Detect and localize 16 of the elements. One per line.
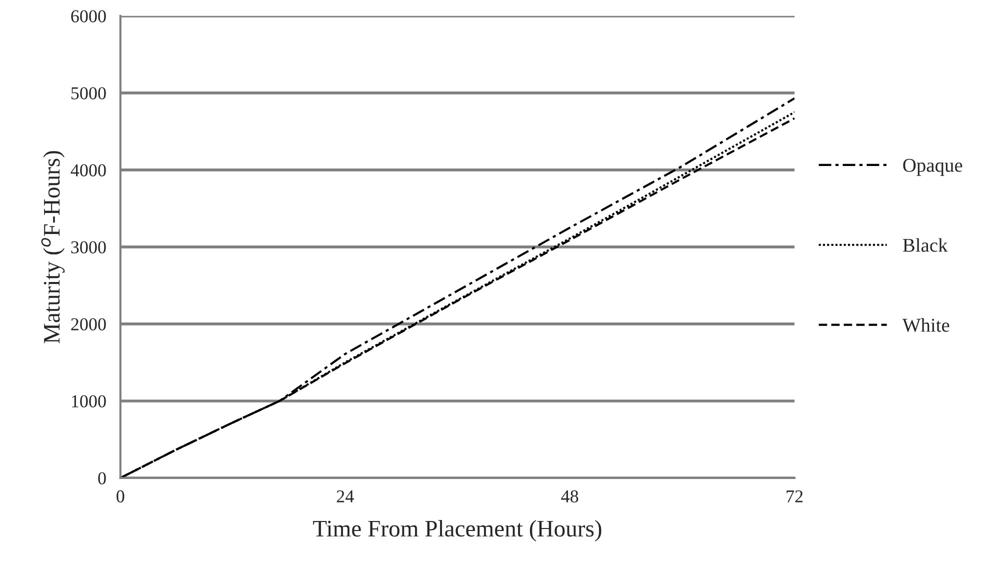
y-tick-label: 0	[98, 472, 106, 484]
x-axis-title: Time From Placement (Hours)	[313, 520, 602, 542]
y-tick-label: 1000	[72, 395, 106, 408]
x-tick-label: 0	[116, 490, 124, 502]
y-tick-label: 2000	[71, 318, 106, 330]
y-tick-label: 3000	[71, 241, 106, 254]
y-tick-label: 5000	[71, 87, 106, 100]
legend-label: White	[902, 318, 950, 332]
legend-label: Black	[902, 238, 948, 252]
legend-label: Opaque	[903, 158, 962, 176]
y-tick-label: 4000	[70, 164, 106, 176]
y-axis-title: Maturity ($^{o}$F-Hours)	[41, 151, 65, 344]
y-tick-label: 6000	[71, 10, 106, 22]
x-tick-label: 72	[786, 490, 803, 502]
x-tick-label: 24	[336, 490, 354, 502]
x-tick-label: 48	[561, 490, 578, 502]
